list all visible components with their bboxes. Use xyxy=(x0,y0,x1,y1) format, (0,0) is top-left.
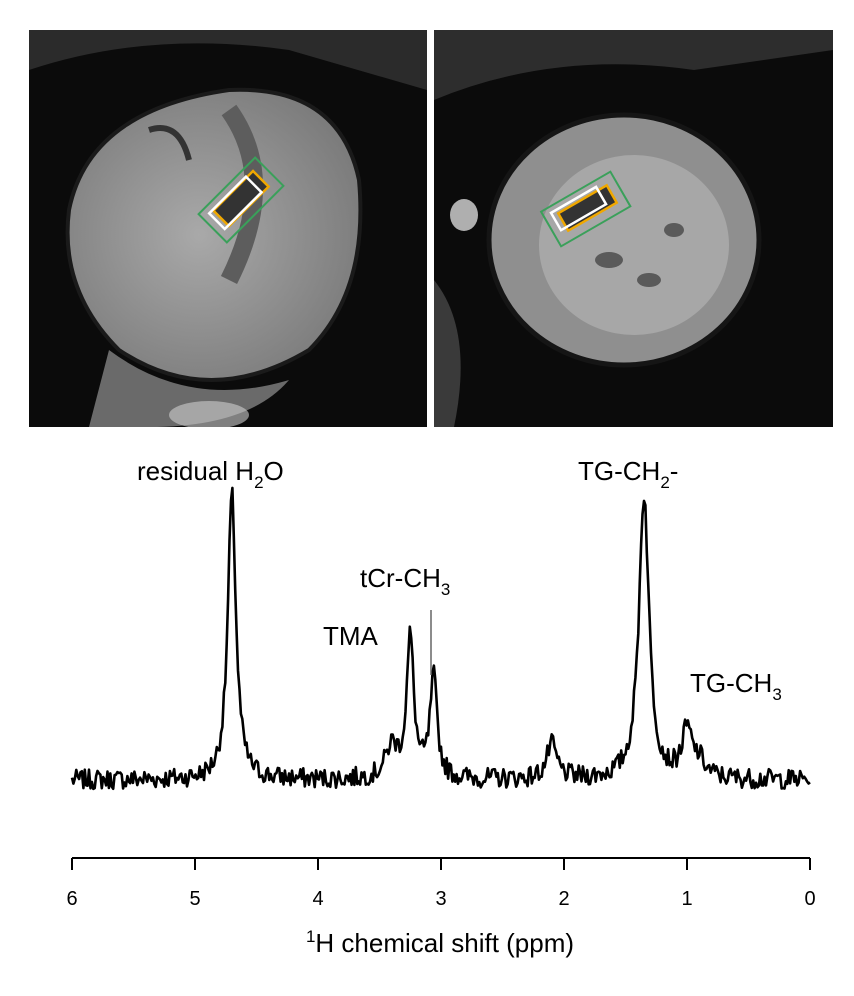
peak-label-water: residual H2O xyxy=(137,456,284,492)
voxel-outlines-left xyxy=(197,156,285,244)
x-tick-label: 2 xyxy=(558,888,569,910)
x-tick-label: 6 xyxy=(66,888,77,910)
peak-label-tcr: tCr-CH3 xyxy=(360,563,450,599)
x-tick-label: 1 xyxy=(681,888,692,910)
peak-labels: residual H2O TMA tCr-CH3 TG-CH2- TG-CH3 xyxy=(137,456,782,704)
voxel-outlines-right xyxy=(539,170,632,248)
x-tick-label: 3 xyxy=(435,888,446,910)
x-tick-label: 0 xyxy=(804,888,815,910)
peak-label-tg-ch3: TG-CH3 xyxy=(690,668,782,704)
x-axis-label: 1H chemical shift (ppm) xyxy=(306,927,574,958)
peak-label-tg-ch2: TG-CH2- xyxy=(578,456,678,492)
peak-label-tma: TMA xyxy=(323,621,379,651)
mri-image-short-axis xyxy=(434,30,833,427)
spectrum-line xyxy=(70,486,811,791)
mrs-spectrum-chart: residual H2O TMA tCr-CH3 TG-CH2- TG-CH3 … xyxy=(66,456,816,958)
x-tick-label: 4 xyxy=(312,888,323,910)
x-tick-label: 5 xyxy=(189,888,200,910)
x-axis: 6 5 4 3 2 1 0 1H chemical shift (ppm) xyxy=(66,857,816,958)
mri-image-four-chamber xyxy=(29,30,427,427)
